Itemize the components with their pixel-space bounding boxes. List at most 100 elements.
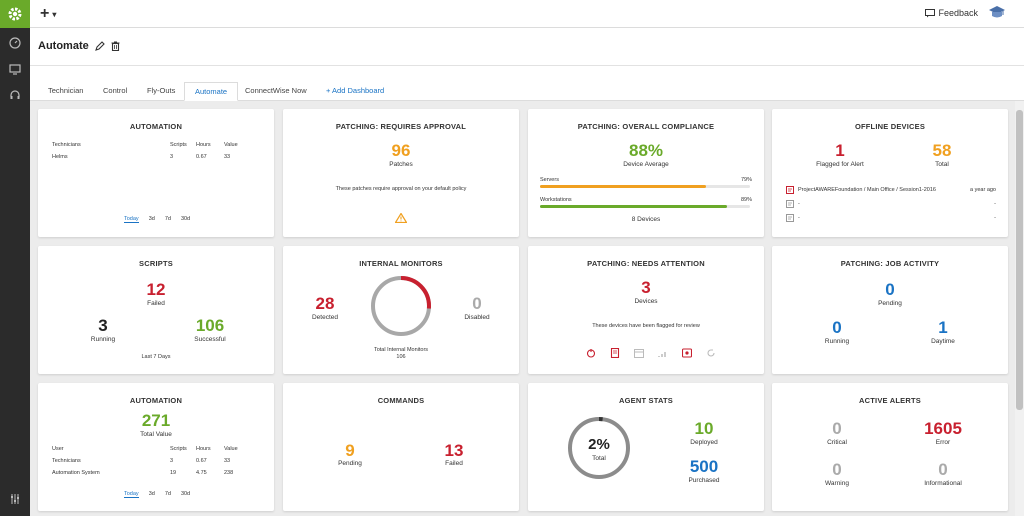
automation-value-widget: AUTOMATION 271 Total Value User Scripts … (38, 383, 274, 511)
top-bar: + ▾ Feedback (30, 0, 1024, 28)
dashboard-icon[interactable] (0, 30, 30, 56)
attention-devices-count[interactable]: 3 (641, 278, 651, 297)
document-alert-icon[interactable] (610, 348, 620, 358)
widget-title: AGENT STATS (618, 396, 673, 405)
purchased-label: Purchased (688, 477, 720, 484)
disabled-count[interactable]: 0 (472, 294, 482, 313)
list-item[interactable]: - - (786, 211, 996, 225)
agent-stats-widget: AGENT STATS 2% Total 10 Deployed 500 Pur… (528, 383, 764, 511)
detected-count[interactable]: 28 (315, 294, 335, 313)
trash-icon[interactable] (111, 41, 120, 51)
flagged-count[interactable]: 1 (835, 141, 845, 160)
column-header: User (52, 446, 64, 452)
tab-technician[interactable]: Technician (48, 86, 84, 95)
pending-commands-count[interactable]: 9 (345, 441, 355, 460)
add-dashboard-button[interactable]: + Add Dashboard (326, 86, 385, 95)
running-scripts-count[interactable]: 3 (98, 316, 108, 335)
warning-icon (395, 213, 407, 223)
total-value: 271 (141, 411, 171, 430)
add-menu-button[interactable]: + ▾ (40, 5, 56, 23)
page-scrollbar[interactable] (1015, 101, 1024, 516)
feedback-icon (925, 8, 936, 17)
agent-stats-arc (568, 417, 630, 479)
offline-total[interactable]: 58 (932, 141, 952, 160)
chevron-down-icon: ▾ (52, 9, 57, 19)
failed-scripts-count[interactable]: 12 (146, 280, 166, 299)
workstations-progress-bar (540, 205, 750, 208)
total-monitors-label: Total Internal Monitors (373, 347, 429, 353)
range-3d[interactable]: 3d (148, 216, 155, 222)
page-header: Automate (30, 28, 1024, 78)
devices-icon[interactable] (0, 56, 30, 82)
list-item[interactable]: ProjectAWAREFoundation / Main Office / S… (786, 183, 996, 197)
patches-count[interactable]: 96 (391, 141, 411, 160)
widget-title: INTERNAL MONITORS (359, 259, 443, 268)
tab-fly-outs[interactable]: Fly-Outs (147, 86, 176, 95)
scripts-period: Last 7 Days (141, 354, 171, 360)
refresh-icon[interactable] (706, 348, 716, 358)
detected-label: Detected (311, 314, 339, 321)
informational-alerts-count[interactable]: 0 (938, 460, 948, 479)
plus-icon: + (40, 5, 50, 22)
avatar[interactable] (988, 5, 1006, 21)
table-row[interactable]: Automation System 19 4.75 238 (52, 470, 234, 476)
widget-title: PATCHING: JOB ACTIVITY (840, 259, 940, 268)
calendar-icon[interactable] (634, 348, 644, 358)
reboot-icon[interactable] (586, 348, 596, 358)
agent-percent-label: Total (592, 455, 606, 462)
range-today[interactable]: Today (124, 216, 139, 223)
compliance-label: Device Average (623, 161, 669, 168)
range-7d[interactable]: 7d (164, 216, 171, 222)
offline-devices-widget: OFFLINE DEVICES 1 Flagged for Alert 58 T… (772, 109, 1008, 237)
range-30d[interactable]: 30d (180, 491, 191, 497)
tab-automate[interactable]: Automate (184, 82, 239, 101)
servers-label: Servers (540, 177, 559, 183)
internal-monitors-widget: INTERNAL MONITORS 28 Detected 0 Disabled… (283, 246, 519, 374)
agent-stats-donut (568, 417, 630, 479)
error-alerts-count[interactable]: 1605 (924, 419, 962, 438)
settings-sliders-icon[interactable] (0, 486, 30, 512)
critical-alerts-count[interactable]: 0 (832, 419, 842, 438)
pending-jobs-count[interactable]: 0 (885, 280, 895, 299)
table-row[interactable]: Helms 3 0.67 33 (52, 154, 231, 160)
successful-scripts-count[interactable]: 106 (195, 316, 225, 335)
column-header: Hours (196, 142, 211, 148)
widget-title: ACTIVE ALERTS (859, 396, 921, 405)
tab-control[interactable]: Control (103, 86, 128, 95)
agent-percent: 2% (588, 436, 610, 453)
approval-note: These patches require approval on your d… (335, 186, 467, 192)
gear-icon[interactable] (0, 0, 30, 28)
device-icon (786, 214, 794, 222)
active-alerts-widget: ACTIVE ALERTS 0 Critical 1605 Error 0 Wa… (772, 383, 1008, 511)
range-3d[interactable]: 3d (148, 491, 155, 497)
signal-icon[interactable] (658, 348, 668, 358)
table-row[interactable]: Technicians 3 0.67 33 (52, 458, 231, 464)
column-header: Technicians (52, 142, 81, 148)
running-jobs-count[interactable]: 0 (832, 318, 842, 337)
informational-alerts-label: Informational (924, 480, 962, 487)
workstations-progress-fill (540, 205, 727, 208)
scrollbar-thumb[interactable] (1016, 110, 1023, 410)
widget-title: AUTOMATION (129, 396, 183, 405)
tab-connectwise-now[interactable]: ConnectWise Now (245, 86, 307, 95)
list-item[interactable]: - - (786, 197, 996, 211)
headset-icon[interactable] (0, 82, 30, 108)
warning-alerts-count[interactable]: 0 (832, 460, 842, 479)
deployed-count[interactable]: 10 (694, 419, 714, 438)
shield-alert-icon[interactable] (682, 348, 692, 358)
failed-scripts-label: Failed (147, 300, 165, 307)
feedback-button[interactable]: Feedback (925, 8, 978, 18)
warning-alerts-label: Warning (825, 480, 849, 487)
servers-progress-fill (540, 185, 706, 188)
patching-requires-approval-widget: PATCHING: REQUIRES APPROVAL 96 Patches T… (283, 109, 519, 237)
range-30d[interactable]: 30d (180, 216, 191, 222)
purchased-count[interactable]: 500 (689, 457, 719, 476)
pencil-icon[interactable] (94, 41, 105, 51)
workstations-percent: 89% (740, 197, 752, 203)
range-7d[interactable]: 7d (164, 491, 171, 497)
daytime-jobs-count[interactable]: 1 (938, 318, 948, 337)
range-today[interactable]: Today (124, 491, 139, 498)
failed-commands-count[interactable]: 13 (444, 441, 464, 460)
automation-widget: AUTOMATION Technicians Scripts Hours Val… (38, 109, 274, 237)
column-header: Scripts (170, 446, 187, 452)
